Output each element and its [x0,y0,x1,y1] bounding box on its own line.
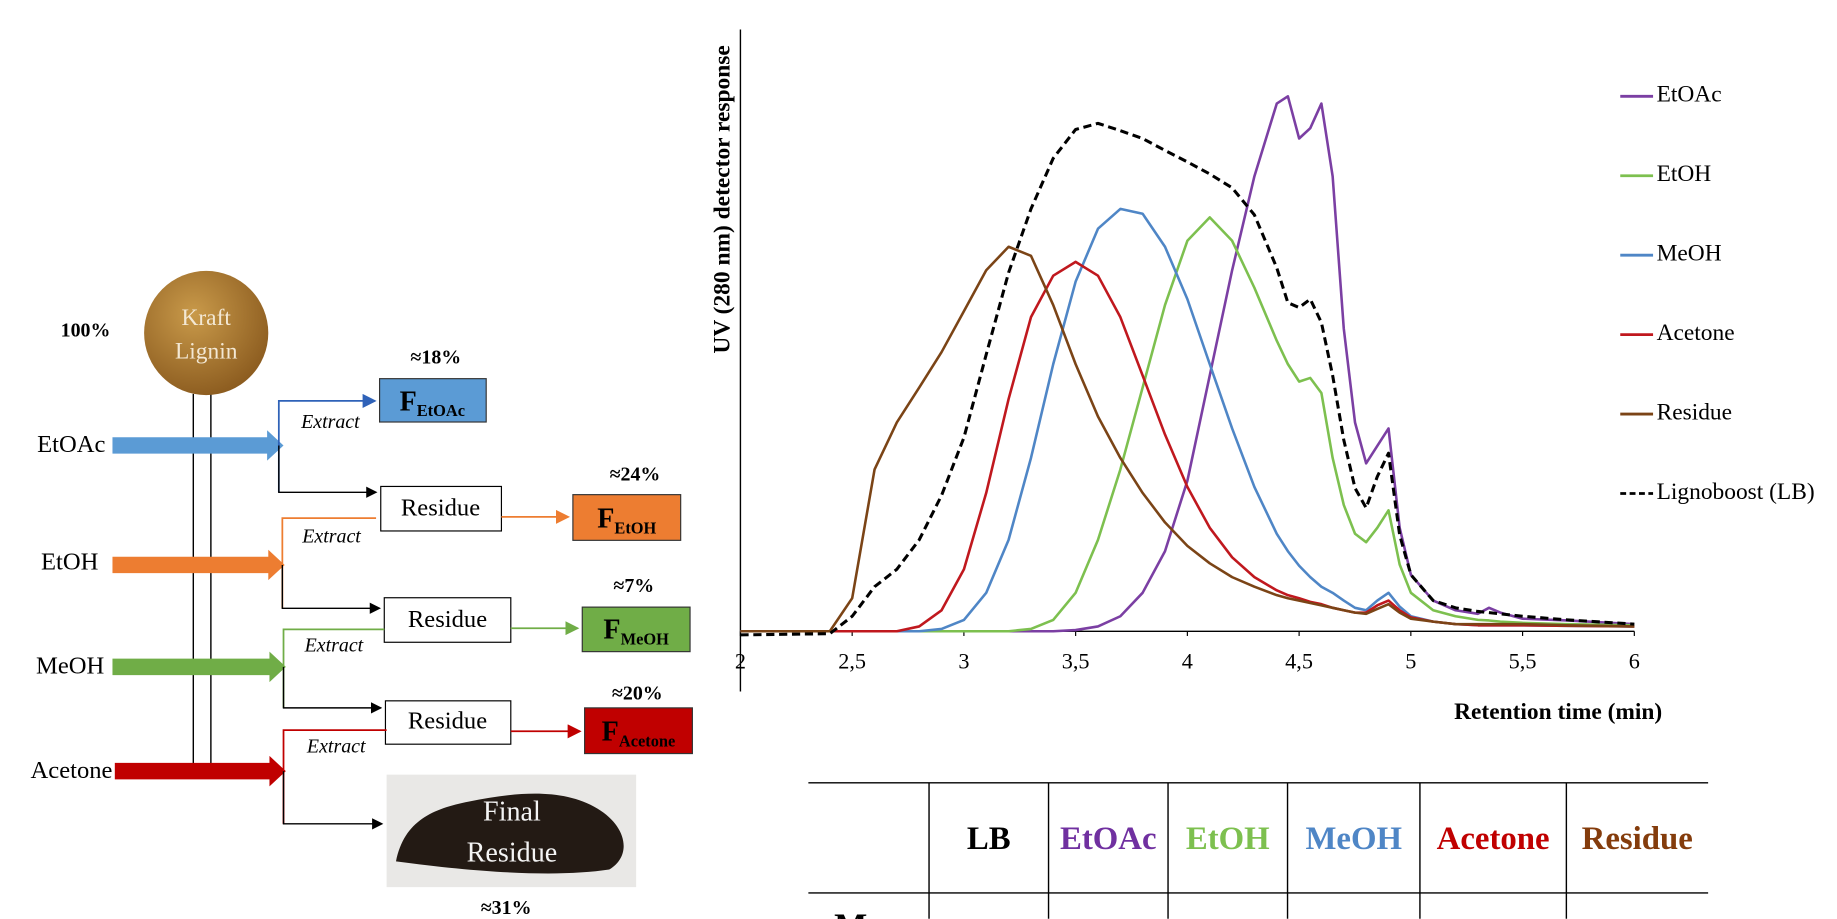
residue-label: Residue [401,495,480,522]
legend-label: Acetone [1657,320,1735,346]
fraction-symbol: F [603,615,620,646]
x-tick-label: 6 [1629,648,1640,673]
x-tick-label: 4 [1182,648,1193,673]
fraction-label: FAcetone [602,717,676,751]
chromatogram: UV (280 nm) detector response Retention … [709,29,1815,725]
residue-box [384,700,512,745]
column-header: Acetone [1437,821,1550,857]
residue-label: Residue [408,606,487,633]
x-tick-label: 2,5 [838,648,866,673]
x-tick-label: 5,5 [1509,648,1537,673]
fraction-label: FMeOH [603,615,669,649]
series-line [740,260,1635,633]
solvent-label: EtOH [41,548,99,575]
table: Mw LB EtOAc EtOH MeOH Acetone Residue [808,782,1709,919]
solvent-arrow [114,755,286,787]
solvent-arrow [112,549,285,581]
fraction-box [378,378,487,423]
series-line [740,216,1635,633]
fraction-label: FEtOH [597,503,656,537]
start-percent: 100% [61,319,111,341]
residue-label: Residue [408,708,487,735]
fraction-yield: ≈7% [613,575,654,597]
row-symbol: M [834,906,867,919]
fraction-yield: ≈24% [610,464,661,486]
extract-label: Extract [300,411,360,433]
x-tick-label: 5 [1405,648,1416,673]
fraction-box [572,494,682,541]
x-tick-label: 4,5 [1285,648,1313,673]
final-yield: ≈31% [481,897,532,919]
solvent-arrow [112,430,284,461]
extract-label: Extract [306,735,366,757]
column-header: MeOH [1305,821,1402,857]
legend-label: Lignoboost (LB) [1657,479,1815,505]
solvent-label: Acetone [31,757,113,784]
legend-label: EtOH [1657,161,1712,187]
final-residue-photo [395,793,624,874]
legend-label: Residue [1657,399,1732,425]
final-label: Final [483,796,541,827]
column-header: EtOH [1186,821,1270,857]
legend-label: MeOH [1657,241,1722,267]
residue-arrow [281,564,381,614]
residue-arrow [282,666,383,714]
legend-label: EtOAc [1657,82,1722,108]
x-tick-label: 3,5 [1062,648,1090,673]
fraction-yield: ≈20% [612,683,663,705]
row-label: Mw [834,906,883,919]
solvent-label: MeOH [36,653,105,680]
series-line [740,95,1635,633]
x-axis-label: Retention time (min) [1454,699,1662,725]
fraction-box [584,707,693,755]
final-label: Residue [467,837,558,868]
fraction-yield: ≈18% [410,346,461,368]
x-tick-label: 2 [735,648,746,673]
column-header: LB [967,821,1011,857]
y-axis-label: UV (280 nm) detector response [709,45,735,353]
solvent-label: EtOAc [37,431,105,458]
kraft-label: Kraft [181,305,231,331]
series-line [740,245,1635,633]
solvent-arrow [112,651,286,683]
kraft-lignin-ball [144,270,269,396]
fraction-label: FEtOAc [400,386,465,420]
residue-box [383,597,512,643]
x-tick-label: 3 [958,648,969,673]
fraction-symbol: F [597,503,614,534]
fraction-subscript: MeOH [621,630,669,649]
extract-label: Extract [304,635,364,657]
column-header: Residue [1582,821,1693,857]
extract-label: Extract [301,526,361,548]
fraction-box [581,606,691,653]
fraction-symbol: F [400,386,417,417]
series-line [740,207,1635,633]
column-header: EtOAc [1060,821,1157,857]
residue-box [380,485,503,532]
fraction-symbol: F [602,717,619,748]
fraction-subscript: EtOAc [417,401,465,420]
fraction-subscript: Acetone [619,732,675,751]
kraft-label: Lignin [175,339,238,365]
residue-arrow [278,445,378,498]
series-line [740,121,1635,637]
fraction-subscript: EtOH [614,518,656,537]
residue-arrow [282,771,384,830]
fractionation-diagram: 100% Kraft Lignin EtOAc EtOH MeOH Aceton… [31,270,693,919]
